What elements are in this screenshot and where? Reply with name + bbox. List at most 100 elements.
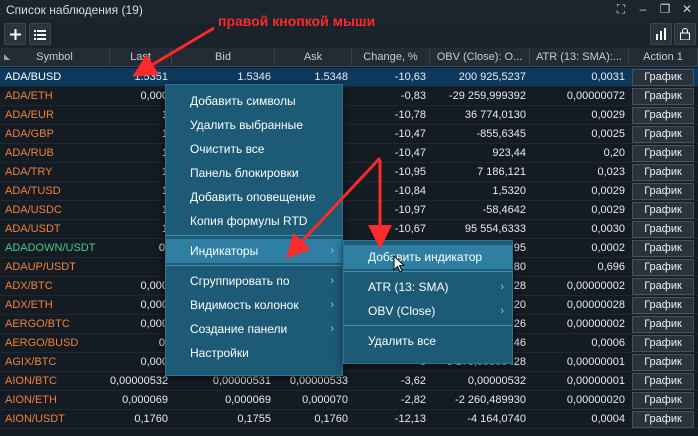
chart-button[interactable]: График	[632, 240, 694, 257]
col-change[interactable]: Change, %	[352, 48, 430, 67]
col-atr[interactable]: ATR (13: SMA):...	[530, 48, 629, 67]
chart-button[interactable]: График	[632, 316, 694, 333]
col-last[interactable]: Last	[110, 48, 172, 67]
col-ask[interactable]: Ask	[275, 48, 352, 67]
table-row[interactable]: ADA/GBP 1 -10,47 -855,6345 0,0025 График	[0, 125, 698, 144]
chart-button[interactable]: График	[632, 278, 694, 295]
table-row[interactable]: ADA/EUR 1 -10,78 36 774,0130 0,0029 График	[0, 106, 698, 125]
chevron-right-icon: ›	[330, 299, 334, 311]
table-row[interactable]: ADA/USDC 1 -10,97 -58,4642 0,0029 График	[0, 201, 698, 220]
context-menu-item-label: Создание панели	[190, 322, 288, 336]
col-symbol[interactable]: Symbol	[0, 48, 110, 67]
context-menu-item[interactable]: Индикаторы ›	[166, 239, 342, 263]
col-bid[interactable]: Bid	[172, 48, 275, 67]
cell-symbol: ADAUP/USDT	[5, 261, 76, 273]
submenu-item[interactable]: ATR (13: SMA) ›	[344, 275, 512, 299]
chart-button[interactable]: График	[632, 145, 694, 162]
chart-button[interactable]: График	[632, 411, 694, 428]
table-row[interactable]: ADA/ETH 0,000 -0,83 -29 259,999392 0,0000007…	[0, 87, 698, 106]
table-row[interactable]: AERGO/BUSD 0, 46 0,0006 График	[0, 334, 698, 353]
cell-ask: 1.5348	[314, 71, 348, 83]
cell-symbol: ADA/USDC	[5, 204, 62, 216]
col-action[interactable]: Action 1	[629, 48, 698, 67]
table-row[interactable]: ADA/BUSD 1.5351 1.5346 1.5348 -10,63 200 925,…	[0, 68, 698, 87]
context-menu-item-label: Панель блокировки	[190, 166, 299, 180]
grid-header: Symbol Last Bid Ask Change, % OBV (Close…	[0, 48, 698, 67]
table-row[interactable]: AION/ETH 0,000069 0,000069 0,000070 -2,82 -2 …	[0, 391, 698, 410]
cell-change: -10,84	[394, 185, 426, 197]
context-menu-item[interactable]: Очистить все	[166, 137, 342, 161]
chevron-right-icon: ›	[330, 245, 334, 257]
context-menu-item[interactable]: Видимость колонок ›	[166, 293, 342, 317]
table-row[interactable]: ADA/TRY 1 -10,95 7 186,121 0,023 График	[0, 163, 698, 182]
table-row[interactable]: ADX/ETH 0,000 20 0,00000028 График	[0, 296, 698, 315]
col-bid-label: Bid	[215, 51, 231, 63]
cell-change: -12,13	[394, 413, 426, 425]
chart-button[interactable]: График	[632, 373, 694, 390]
cell-obv: -2 260,489930	[455, 394, 526, 406]
chart-button[interactable]: График	[632, 392, 694, 409]
col-obv[interactable]: OBV (Close): O...	[430, 48, 530, 67]
toolbar	[0, 20, 698, 48]
table-row[interactable]: AION/BTC 0,00000532 0,00000531 0,00000533 -3…	[0, 372, 698, 391]
context-menu-item[interactable]: Удалить выбранные	[166, 113, 342, 137]
add-symbol-button[interactable]	[4, 23, 26, 45]
context-menu-item[interactable]: Добавить символы	[166, 89, 342, 113]
cell-change: -10,63	[394, 71, 426, 83]
close-icon[interactable]: ✕	[681, 2, 693, 16]
cell-last: 0,1760	[134, 413, 168, 425]
cell-atr: 0,023	[597, 166, 625, 178]
cell-atr: 0,0004	[591, 413, 625, 425]
minimize-icon[interactable]: –	[639, 2, 647, 16]
mouse-cursor-icon	[393, 255, 405, 273]
chart-button[interactable]: График	[632, 107, 694, 124]
list-view-button[interactable]	[29, 23, 51, 45]
col-change-label: Change, %	[363, 51, 418, 63]
restore-icon[interactable]: ❐	[659, 2, 671, 16]
col-action-label: Action 1	[643, 51, 683, 63]
chart-button[interactable]: График	[632, 335, 694, 352]
table-row[interactable]: ADA/USDT 1 -10,67 95 554,6333 0,0030 График	[0, 220, 698, 239]
table-row[interactable]: AION/USDT 0,1760 0,1755 0,1760 -12,13 -4 164,…	[0, 410, 698, 429]
cell-last: 0,	[158, 337, 168, 349]
context-menu-item[interactable]: Копия формулы RTD	[166, 209, 342, 233]
cell-obv: -4 164,0740	[467, 413, 526, 425]
cell-symbol: ADA/BUSD	[5, 71, 62, 83]
submenu-item[interactable]: Добавить индикатор	[344, 245, 512, 269]
chart-button[interactable]: График	[632, 69, 694, 86]
cell-symbol: ADA/RUB	[5, 147, 54, 159]
cell-last: 1.5351	[134, 71, 168, 83]
context-menu-item[interactable]: Настройки	[166, 341, 342, 365]
cell-last	[110, 258, 172, 277]
context-menu-item[interactable]: Добавить оповещение	[166, 185, 342, 209]
table-row[interactable]: ADA/TUSD 1 -10,84 1,5320 0,0029 График	[0, 182, 698, 201]
chart-button[interactable]: График	[632, 221, 694, 238]
col-last-label: Last	[130, 51, 151, 63]
context-menu-item[interactable]: Создание панели ›	[166, 317, 342, 341]
chart-button[interactable]: График	[632, 297, 694, 314]
context-menu-item[interactable]: Панель блокировки	[166, 161, 342, 185]
context-menu-item-label: Видимость колонок	[190, 298, 299, 312]
window-titlebar: Список наблюдения (19) ⛶ – ❐ ✕	[0, 0, 698, 20]
cell-symbol: AERGO/BTC	[5, 318, 70, 330]
cell-last: 0,000	[140, 318, 168, 330]
maximize-icon[interactable]: ⛶	[616, 2, 626, 16]
context-menu-item-label: Копия формулы RTD	[190, 214, 308, 228]
cell-symbol: AION/ETH	[5, 394, 57, 406]
chart-button[interactable]: График	[632, 354, 694, 371]
chart-button[interactable]: График	[632, 183, 694, 200]
chart-view-button[interactable]	[650, 23, 672, 45]
chart-button[interactable]: График	[632, 126, 694, 143]
lock-button[interactable]	[674, 23, 696, 45]
menu-separator	[344, 271, 512, 272]
submenu-item[interactable]: Удалить все	[344, 329, 512, 353]
submenu-item[interactable]: OBV (Close) ›	[344, 299, 512, 323]
chart-button[interactable]: График	[632, 202, 694, 219]
chart-button[interactable]: График	[632, 88, 694, 105]
cell-last: 0,	[158, 242, 168, 254]
context-menu-item[interactable]: Сгруппировать по ›	[166, 269, 342, 293]
chart-button[interactable]: График	[632, 164, 694, 181]
chart-button[interactable]: График	[632, 259, 694, 276]
table-row[interactable]: ADA/RUB 1 -10,47 923,44 0,20 График	[0, 144, 698, 163]
